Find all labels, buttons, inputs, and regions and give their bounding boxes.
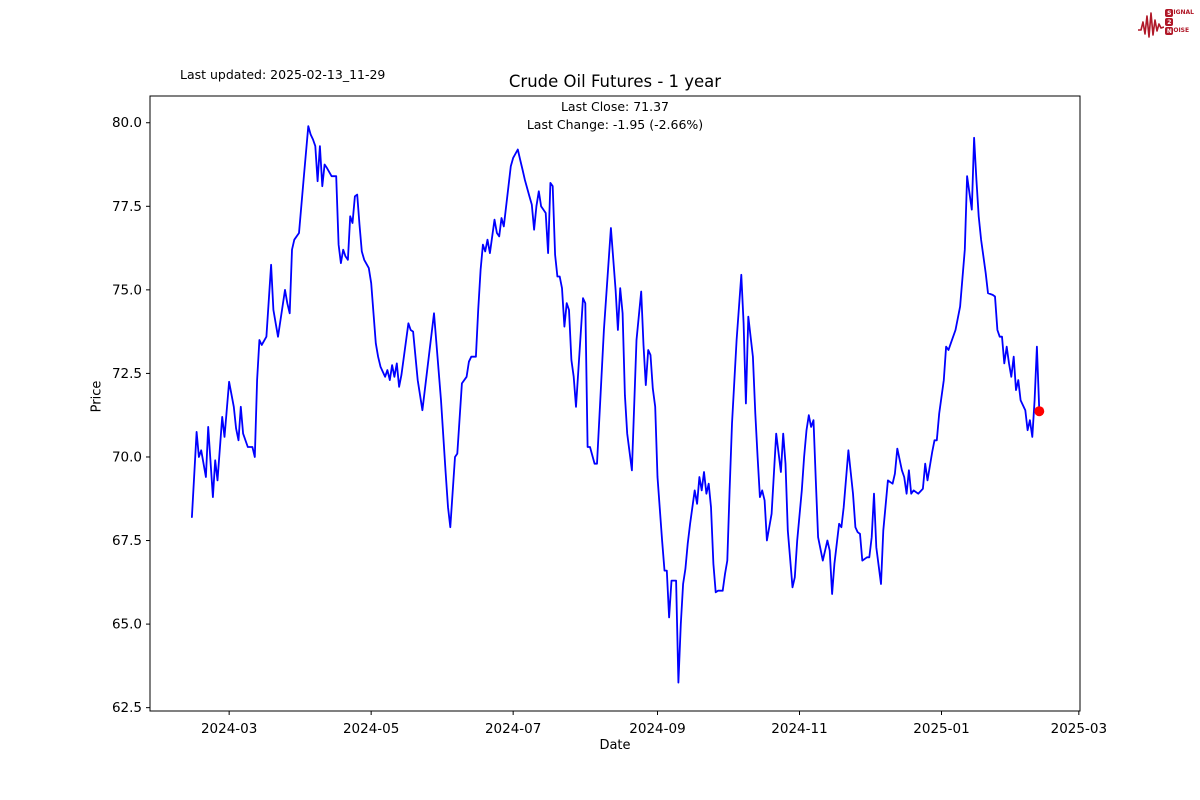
y-tick-label: 67.5: [112, 533, 142, 549]
price-line: [190, 125, 1041, 684]
x-tick-label: 2024-03: [201, 721, 257, 737]
y-tick-label: 65.0: [112, 617, 142, 633]
y-tick-label: 72.5: [112, 366, 142, 382]
last-close-annotation: Last Close: 71.37: [560, 99, 670, 114]
logo-rest-ignal: IGNAL: [1173, 9, 1194, 16]
y-tick-label: 77.5: [112, 199, 142, 215]
last-change-annotation: Last Change: -1.95 (-2.66%): [526, 117, 704, 132]
plot-border: [149, 95, 1081, 712]
logo-rest-oise: OISE: [1173, 27, 1190, 34]
y-tick-label: 62.5: [112, 700, 142, 716]
logo-letter-s: S: [1165, 9, 1174, 17]
signal2noise-logo: S IGNAL 2 N OISE: [1138, 4, 1194, 40]
y-tick-label: 80.0: [112, 115, 142, 131]
y-tick-label: 70.0: [112, 449, 142, 465]
x-axis-label: Date: [599, 738, 631, 753]
x-tick-label: 2024-05: [343, 721, 399, 737]
last-price-dot: [1034, 406, 1045, 417]
x-tick-label: 2024-09: [629, 721, 685, 737]
chart-title: Crude Oil Futures - 1 year: [508, 72, 722, 91]
x-tick-label: 2025-01: [913, 721, 969, 737]
logo-row-signal: S IGNAL: [1165, 9, 1194, 17]
x-tick-label: 2025-03: [1051, 721, 1107, 737]
x-tick-label: 2024-11: [771, 721, 827, 737]
y-tick-label: 75.0: [112, 282, 142, 298]
last-updated-text: Last updated: 2025-02-13_11-29: [180, 67, 386, 82]
logo-letter-2: 2: [1165, 18, 1174, 26]
x-tick-label: 2024-07: [485, 721, 541, 737]
logo-row-2: 2: [1165, 18, 1194, 26]
logo-row-noise: N OISE: [1165, 27, 1194, 35]
logo-letter-n: N: [1165, 27, 1174, 35]
waveform-icon: [1138, 12, 1165, 38]
